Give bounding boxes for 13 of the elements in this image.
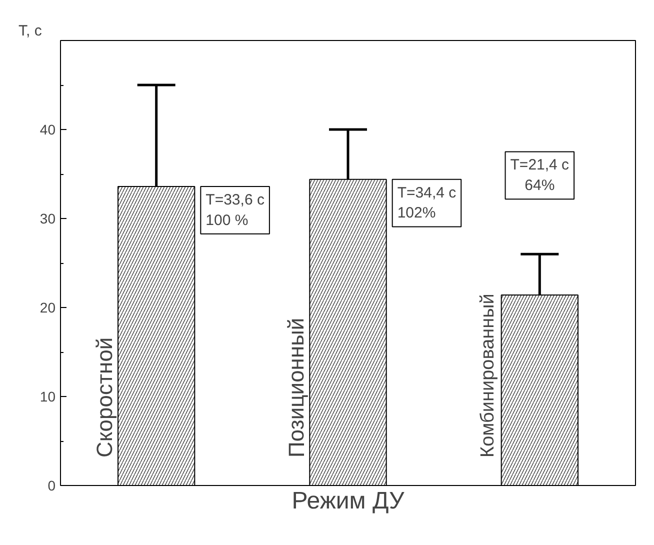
y-tick-label: 10	[40, 388, 56, 404]
y-tick-label: 20	[40, 300, 56, 316]
x-tick-label: Позиционный	[284, 318, 309, 458]
annotation: T=21,4 с 64%	[510, 156, 570, 194]
x-tick-label: Скоростной	[92, 337, 118, 458]
x-tick-label: Комбинированный	[477, 294, 498, 458]
y-tick-label: 30	[40, 210, 56, 226]
annotation: T=34,4 с 102%	[397, 184, 457, 222]
annotation: T=33,6 с 100 %	[206, 191, 265, 229]
y-tick-label: 0	[48, 478, 56, 494]
x-axis-title: Режим ДУ	[292, 488, 405, 514]
y-axis-title: T, с	[18, 22, 42, 40]
y-tick-label: 40	[40, 122, 56, 138]
